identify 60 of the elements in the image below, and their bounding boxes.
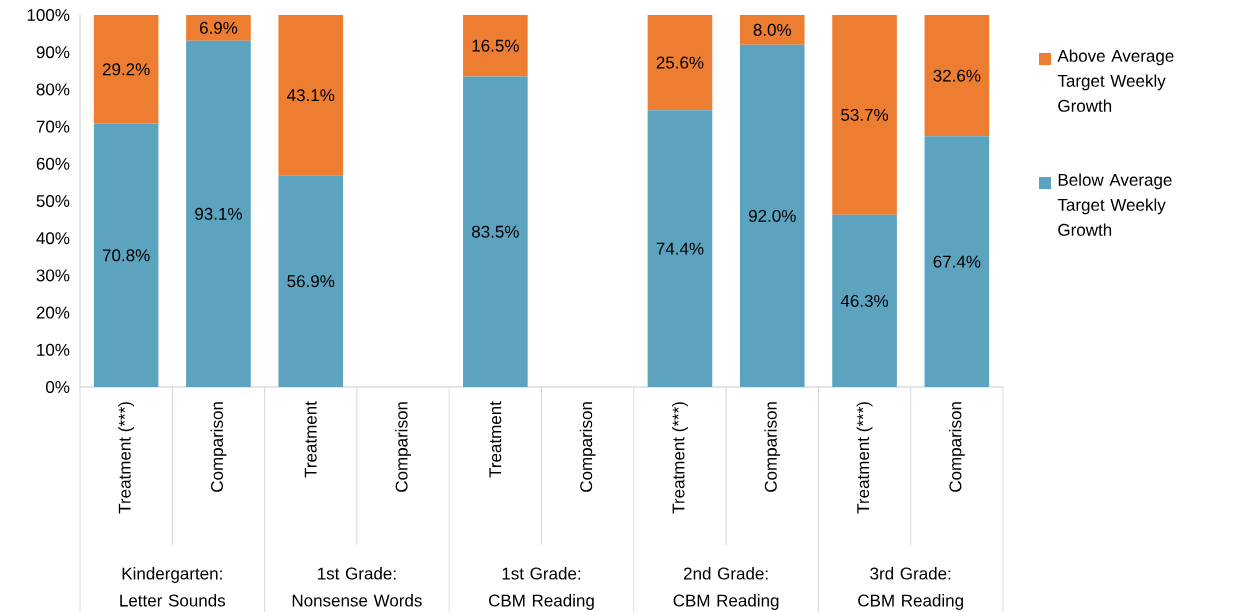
y-tick-label: 30% [36,269,70,282]
bar [647,15,713,111]
data-label: 29.2% [102,63,150,76]
text: 1st Grade: Nonsense Words [292,567,422,607]
text: 1st Grade: CBM Reading [489,567,594,610]
bar [924,136,990,387]
x-tick-label: Comparison [948,402,965,492]
text: 2nd Grade: CBM Reading [673,567,779,610]
data-label: 6.9% [199,21,238,34]
y-tick-label: 20% [36,306,70,319]
data-label: 32.6% [933,69,981,82]
x-tick-label: Comparison [210,402,227,492]
text: Kindergarten: Letter Sounds [120,567,226,607]
bar [93,123,159,387]
legend-label: Above Average Target Weekly Growth [1057,49,1174,112]
text: 3rd Grade: CBM Reading [858,567,963,610]
x-tick-label: Treatment [489,401,502,478]
data-label: 46.3% [840,294,889,307]
x-tick-label: Comparison [764,402,781,492]
y-tick-label: 0% [46,381,70,394]
y-tick-label: 10% [37,343,70,356]
bar [924,15,990,137]
bar [463,76,528,387]
data-label: 43.1% [287,89,335,102]
data-label: 56.9% [287,275,335,288]
data-label: 53.7% [841,108,889,121]
legend-label: Below Average Target Weekly Growth [1057,173,1172,236]
bar [186,40,251,387]
data-label: 93.1% [195,207,242,220]
bar [739,44,805,387]
data-label: 92.0% [748,209,796,222]
x-tick-label: Treatment (***) [118,402,135,514]
bar [186,15,251,41]
y-tick-label: 40% [36,232,70,245]
bar [463,15,528,77]
bar [832,15,897,215]
data-label: 8.0% [753,23,792,36]
bar [739,15,805,45]
x-tick-label: Comparison [395,402,411,492]
y-tick-label: 90% [36,46,70,59]
data-label: 67.4% [933,255,981,268]
x-tick-label: Treatment (***) [672,402,688,514]
y-tick-label: 60% [36,157,70,170]
bar [278,15,344,176]
y-tick-label: 50% [36,195,70,208]
data-label: 25.6% [656,56,704,69]
x-tick-label: Comparison [579,402,596,492]
bar [278,175,344,387]
bar [647,110,713,387]
data-label: 70.8% [102,249,150,262]
bar [832,214,897,387]
y-tick-label: 100% [27,9,70,22]
data-label: 74.4% [656,242,704,255]
x-tick-label: Treatment (***) [856,402,873,514]
y-tick-label: 70% [36,120,70,133]
x-tick-label: Treatment [304,401,317,478]
data-label: 83.5% [472,225,519,238]
y-tick-label: 80% [36,83,70,96]
data-label: 16.5% [472,39,519,52]
bar [93,15,159,124]
